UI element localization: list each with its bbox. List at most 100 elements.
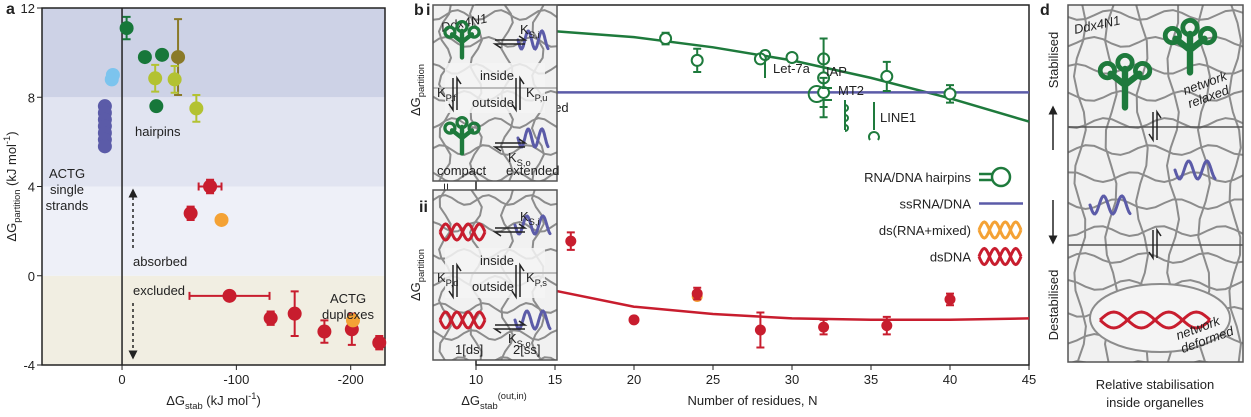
annotation: single — [50, 182, 84, 197]
network-strand — [433, 384, 557, 394]
annotation: LINE1 — [880, 110, 916, 125]
figure: 0-100-200-404812ΔGstab (kJ mol-1)ΔGparti… — [0, 0, 1251, 417]
annotation: IAP — [826, 64, 847, 79]
label: outside — [472, 279, 514, 294]
annotation: ACTG — [330, 291, 366, 306]
x-tick-label: 25 — [706, 372, 720, 387]
caption: Relative stabilisation — [1096, 377, 1215, 392]
point — [149, 99, 163, 113]
point — [98, 139, 112, 153]
annotation: duplexes — [322, 307, 375, 322]
x-tick-label: -200 — [338, 372, 364, 387]
panel-letter: b — [414, 2, 424, 19]
x-axis-label-part: (out,in) — [498, 391, 527, 401]
x-axis-label-part: stab — [480, 401, 498, 411]
y-tick-label: 0 — [28, 269, 35, 284]
y-axis-label-part: partition — [416, 249, 426, 282]
x-tick-label: 10 — [469, 372, 483, 387]
x-axis-label-part: (kJ mol — [203, 393, 249, 408]
point — [372, 336, 386, 350]
point — [120, 21, 134, 35]
y-axis-label-part: ΔG — [408, 97, 423, 116]
y-axis-label: ΔGpartition (kJ mol-1) — [2, 131, 22, 241]
point — [155, 48, 169, 62]
point — [288, 307, 302, 321]
x-tick-label: 30 — [785, 372, 799, 387]
point — [629, 314, 640, 325]
rate-label-part: K — [520, 209, 529, 224]
x-tick-label: 0 — [118, 372, 125, 387]
label: outside — [472, 95, 514, 110]
rate-label-part: P,d — [446, 278, 459, 288]
band — [42, 187, 385, 276]
point — [264, 311, 278, 325]
x-axis-label-part: stab — [185, 401, 203, 411]
stemloop-icon — [992, 168, 1010, 186]
point — [203, 180, 217, 194]
annotation: absorbed — [133, 254, 187, 269]
rate-label-part: K — [508, 331, 517, 346]
x-tick-label: 15 — [548, 372, 562, 387]
rate-label-part: P,s — [535, 278, 548, 288]
x-tick-label: 20 — [627, 372, 641, 387]
x-axis-label-part: ΔG — [166, 393, 185, 408]
point — [223, 289, 237, 303]
network-strand — [594, 190, 606, 360]
label: inside — [480, 68, 514, 83]
y-tick-label: 12 — [21, 1, 35, 16]
label: inside — [480, 253, 514, 268]
rate-label-part: S,i — [529, 217, 540, 227]
point — [106, 68, 120, 82]
x-tick-label: 45 — [1022, 372, 1036, 387]
rate-label-part: P,f — [446, 93, 457, 103]
x-axis-label-part: -1 — [248, 391, 256, 401]
rate-label-part: P,u — [535, 93, 548, 103]
point — [692, 288, 703, 299]
x-tick-label: -100 — [223, 372, 249, 387]
rate-label-part: K — [437, 270, 446, 285]
rna-icon — [869, 102, 879, 140]
panel-sub: i — [426, 2, 430, 19]
legend-label: dsDNA — [930, 250, 972, 265]
y-axis-label-part: ΔG — [408, 282, 423, 301]
band — [42, 8, 385, 97]
point — [660, 33, 671, 44]
y-tick-label: 4 — [28, 180, 35, 195]
x-tick-label: 40 — [943, 372, 957, 387]
rate-label-part: K — [437, 85, 446, 100]
y-axis-label-part: (kJ mol — [4, 144, 19, 190]
x-axis-label: Number of residues, N — [687, 393, 817, 408]
rate-label-part: K — [526, 270, 535, 285]
label: extended — [506, 163, 560, 178]
point — [215, 213, 229, 227]
rate-label-part: K — [526, 85, 535, 100]
y-axis-label: ΔGpartition — [408, 249, 426, 301]
panel-sub: ii — [419, 199, 428, 216]
y-axis-label-part: partition — [12, 190, 22, 223]
annotation: strands — [46, 198, 89, 213]
band — [42, 97, 385, 186]
point — [168, 72, 182, 86]
x-axis-label-part: ΔG — [461, 393, 480, 408]
point — [818, 322, 829, 333]
side-label: Stabilised — [1046, 32, 1061, 88]
legend-label: ssRNA/DNA — [899, 197, 971, 212]
network-strand — [563, 190, 575, 360]
point — [945, 294, 956, 305]
rate-label-part: K — [520, 22, 529, 37]
point — [189, 101, 203, 115]
point — [148, 71, 162, 85]
legend-label: ds(RNA+mixed) — [879, 223, 971, 238]
annotation: Let-7a — [773, 61, 811, 76]
rate-label-part: S,o — [517, 339, 531, 349]
annotation: hairpins — [135, 124, 181, 139]
side-label: Destabilised — [1046, 270, 1061, 341]
x-tick-label: 35 — [864, 372, 878, 387]
point — [317, 325, 331, 339]
point — [565, 236, 576, 247]
annotation: ACTG — [49, 166, 85, 181]
point — [692, 55, 703, 66]
x-axis-label-part: ) — [256, 393, 260, 408]
rate-label-part: S,i — [529, 30, 540, 40]
panel-letter: a — [6, 1, 15, 18]
